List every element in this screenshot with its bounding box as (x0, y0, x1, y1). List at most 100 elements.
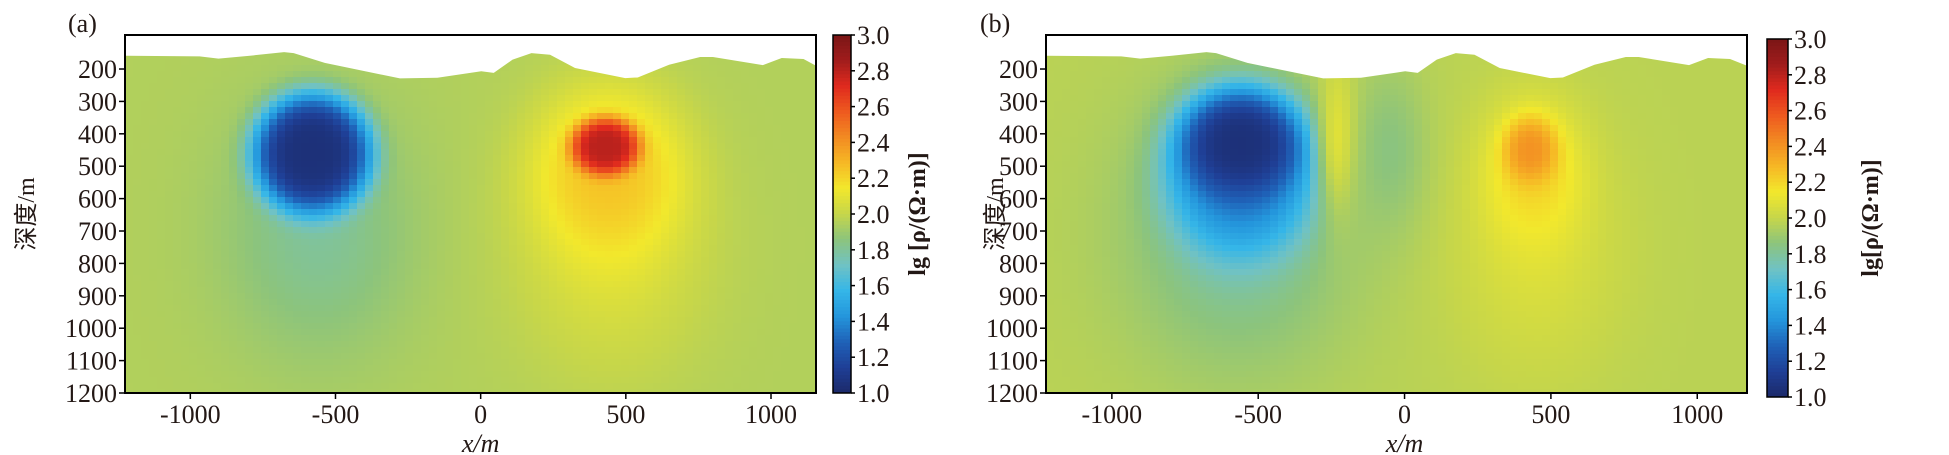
heatmap-cell (749, 353, 758, 360)
heatmap-cell (709, 257, 718, 264)
heatmap-cell (533, 359, 542, 366)
heatmap-cell (485, 137, 494, 144)
heatmap-cell (309, 95, 318, 102)
heatmap-cell (213, 239, 222, 246)
heatmap-cell (165, 359, 174, 366)
heatmap-cell (789, 347, 798, 354)
heatmap-cell (173, 221, 182, 228)
heatmap-cell (245, 185, 254, 192)
heatmap-cell (181, 209, 190, 216)
heatmap-cell (397, 299, 406, 306)
heatmap-cell (733, 299, 742, 306)
heatmap-cell (421, 203, 430, 210)
heatmap-cell (765, 215, 774, 222)
heatmap-cell (797, 233, 806, 240)
heatmap-cell (557, 119, 566, 126)
heatmap-cell (789, 263, 798, 270)
heatmap-cell (237, 95, 246, 102)
heatmap-cell (517, 197, 526, 204)
heatmap-cell (605, 245, 614, 252)
heatmap-cell (669, 179, 678, 186)
heatmap-cell (541, 227, 550, 234)
heatmap-cell (373, 227, 382, 234)
heatmap-cell (781, 215, 790, 222)
heatmap-cell (485, 179, 494, 186)
heatmap-cell (797, 59, 806, 66)
heatmap-cell (293, 197, 302, 204)
heatmap-cell (709, 107, 718, 114)
heatmap-cell (309, 59, 318, 66)
heatmap-cell (493, 353, 502, 360)
heatmap-cell (525, 125, 534, 132)
heatmap-cell (605, 167, 614, 174)
heatmap-cell (781, 131, 790, 138)
heatmap-cell (189, 323, 198, 330)
heatmap-cell (205, 359, 214, 366)
heatmap-cell (485, 113, 494, 120)
heatmap-cell (317, 191, 326, 198)
heatmap-cell (597, 341, 606, 348)
heatmap-cell (725, 287, 734, 294)
heatmap-cell (405, 119, 414, 126)
heatmap-cell (141, 155, 150, 162)
heatmap-cell (301, 275, 310, 282)
heatmap-cell (181, 317, 190, 324)
heatmap-cell (317, 263, 326, 270)
heatmap-cell (133, 119, 142, 126)
heatmap-cell (613, 227, 622, 234)
heatmap-cell (573, 185, 582, 192)
heatmap-cell (461, 245, 470, 252)
heatmap-cell (261, 83, 270, 90)
heatmap-cell (397, 359, 406, 366)
heatmap-cell (421, 113, 430, 120)
heatmap-cell (381, 341, 390, 348)
heatmap-cell (589, 245, 598, 252)
heatmap-cell (725, 119, 734, 126)
heatmap-cell (365, 329, 374, 336)
heatmap-cell (501, 233, 510, 240)
heatmap-cell (381, 197, 390, 204)
heatmap-cell (389, 221, 398, 228)
heatmap-cell (245, 251, 254, 258)
heatmap-cell (525, 317, 534, 324)
heatmap-cell (349, 311, 358, 318)
heatmap-cell (557, 323, 566, 330)
heatmap-cell (757, 137, 766, 144)
heatmap-cell (277, 191, 286, 198)
heatmap-cell (253, 371, 262, 378)
heatmap-cell (453, 131, 462, 138)
heatmap-cell (517, 209, 526, 216)
heatmap-cell (669, 101, 678, 108)
heatmap-cell (501, 185, 510, 192)
heatmap-cell (693, 275, 702, 282)
heatmap-cell (757, 323, 766, 330)
heatmap-cell (253, 215, 262, 222)
heatmap-cell (549, 317, 558, 324)
heatmap-cell (549, 107, 558, 114)
heatmap-cell (589, 317, 598, 324)
heatmap-cell (389, 299, 398, 306)
heatmap-cell (757, 107, 766, 114)
heatmap-cell (637, 89, 646, 96)
heatmap-cell (717, 215, 726, 222)
heatmap-cell (173, 65, 182, 72)
heatmap-cell (741, 335, 750, 342)
heatmap-cell (725, 215, 734, 222)
heatmap-cell (221, 59, 230, 66)
heatmap-cell (757, 329, 766, 336)
heatmap-cell (157, 305, 166, 312)
heatmap-cell (637, 137, 646, 144)
heatmap-cell (797, 239, 806, 246)
heatmap-cell (717, 149, 726, 156)
heatmap-cell (653, 245, 662, 252)
heatmap-cell (293, 143, 302, 150)
heatmap-cell (557, 365, 566, 372)
heatmap-cell (677, 185, 686, 192)
heatmap-cell (485, 341, 494, 348)
heatmap-cell (189, 239, 198, 246)
heatmap-cell (205, 251, 214, 258)
heatmap-cell (493, 143, 502, 150)
heatmap-cell (261, 233, 270, 240)
heatmap-cell (413, 143, 422, 150)
heatmap-cell (525, 257, 534, 264)
